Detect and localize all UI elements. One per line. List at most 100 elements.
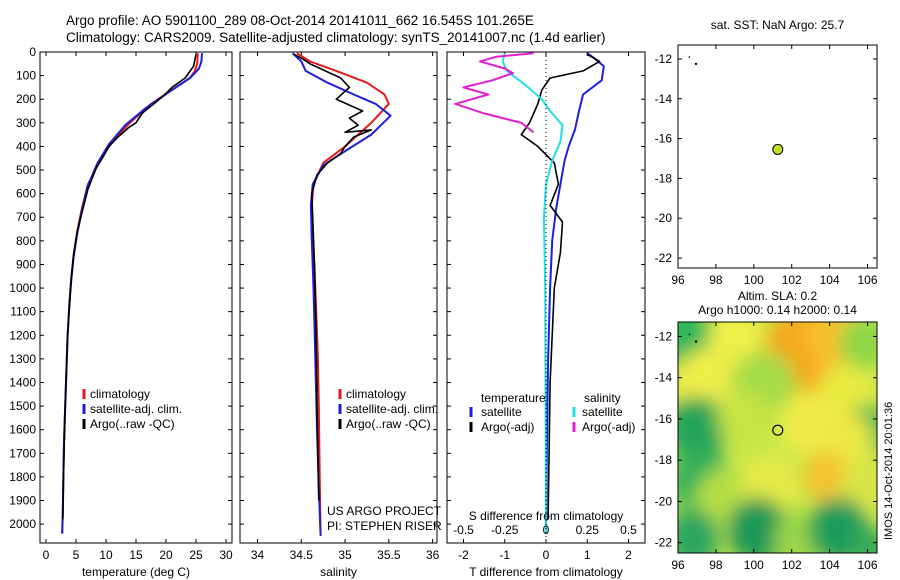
x-tick-label: 2 bbox=[625, 548, 632, 562]
series-line-salinity-argo-adj- bbox=[454, 52, 535, 134]
legend-label: Argo(..raw -QC) bbox=[90, 417, 175, 431]
x-tick-label: 5 bbox=[73, 548, 80, 562]
y-tick-label: 1800 bbox=[9, 470, 36, 484]
heatmap-cell bbox=[852, 528, 877, 553]
y-tick-label: -20 bbox=[655, 494, 673, 508]
y-tick-label: 200 bbox=[16, 92, 36, 106]
heatmap-cell bbox=[678, 396, 728, 463]
legend-label: Argo(-adj) bbox=[481, 420, 534, 434]
y-tick-label: -22 bbox=[655, 251, 673, 265]
x-tick-label: 10 bbox=[99, 548, 113, 562]
x-tick-label: 96 bbox=[671, 558, 685, 572]
y-tick-label: -22 bbox=[655, 536, 673, 550]
profile-panel-1: 0 5 10 15 20 25 30 temperature (deg C) bbox=[39, 51, 233, 579]
s-axis-label: S difference from climatology bbox=[469, 509, 624, 523]
legend-label: Argo(-adj) bbox=[582, 420, 635, 434]
legend-label: Argo(..raw -QC) bbox=[346, 417, 431, 431]
x-tick-label: 104 bbox=[820, 273, 840, 287]
x-tick-label: 0 bbox=[543, 548, 550, 562]
x-tick-label: 98 bbox=[709, 273, 723, 287]
y-tick-label: 0 bbox=[29, 45, 36, 59]
y-tick-label: 1200 bbox=[9, 328, 36, 342]
y-tick-label: 1100 bbox=[10, 305, 36, 319]
x-tick-label: 104 bbox=[820, 558, 840, 572]
header-line-2: Climatology: CARS2009. Satellite-adjuste… bbox=[66, 30, 606, 45]
legend-label: satellite-adj. clim. bbox=[346, 402, 438, 416]
legend-label: satellite bbox=[481, 405, 522, 419]
y-tick-label: -12 bbox=[655, 52, 673, 66]
y-tick-label: -16 bbox=[655, 412, 673, 426]
panel-frame bbox=[239, 51, 438, 544]
x-tick-label: 102 bbox=[782, 558, 802, 572]
series-line-argo-raw-qc- bbox=[293, 53, 373, 501]
x-tick-label: 106 bbox=[858, 273, 878, 287]
series-line-temperature-argo-adj- bbox=[520, 53, 601, 520]
x-tick-label: 30 bbox=[219, 548, 233, 562]
x-tick-label: 96 bbox=[671, 273, 685, 287]
map-panel-2: 96 98 100 102 104 106 -12 -14 -16 -18 -20 -22 Altim.… bbox=[655, 289, 878, 572]
legend-label: temperature bbox=[481, 391, 546, 405]
x-tick-label: 1 bbox=[584, 548, 591, 562]
y-tick-label: 1900 bbox=[9, 494, 36, 508]
map-panel-1: 96 98 100 102 104 106 -12 -14 -16 -18 -20 -22 sat. S… bbox=[655, 18, 878, 287]
y-tick-label: 1400 bbox=[9, 375, 36, 389]
x-tick-label: 34.5 bbox=[290, 548, 314, 562]
heatmap-cell bbox=[808, 497, 870, 553]
map-title: Altim. SLA: 0.2 bbox=[738, 289, 818, 303]
island-dot bbox=[694, 62, 698, 66]
x-tick-label: 34 bbox=[251, 548, 265, 562]
heatmap-cell bbox=[778, 392, 836, 454]
legend-label: climatology bbox=[346, 387, 406, 401]
s-tick-label: 0 bbox=[543, 523, 550, 537]
y-tick-label: -16 bbox=[655, 132, 673, 146]
x-tick-label: 35 bbox=[338, 548, 352, 562]
x-tick-label: 0 bbox=[43, 548, 50, 562]
y-tick-label: 500 bbox=[16, 163, 36, 177]
legend-label: salinity bbox=[584, 391, 621, 405]
map-frame bbox=[677, 44, 878, 269]
x-tick-label: 36 bbox=[426, 548, 440, 562]
x-axis-label: salinity bbox=[320, 565, 357, 579]
panel-frame bbox=[39, 51, 233, 544]
heatmap-cell bbox=[823, 412, 874, 467]
y-tick-label: 600 bbox=[16, 187, 36, 201]
heatmap-cell bbox=[839, 322, 877, 370]
y-tick-label: 1300 bbox=[9, 352, 36, 366]
map-frame bbox=[677, 321, 878, 554]
x-tick-label: 102 bbox=[782, 273, 802, 287]
heatmap-cell bbox=[678, 509, 720, 553]
series-line-temperature-satellite bbox=[545, 52, 605, 534]
x-tick-label: 25 bbox=[189, 548, 203, 562]
x-axis-label: temperature (deg C) bbox=[82, 565, 190, 579]
s-tick-label: 0.25 bbox=[576, 523, 600, 537]
x-tick-label: 35.5 bbox=[377, 548, 401, 562]
legend-label: satellite bbox=[582, 405, 623, 419]
x-tick-label: -1 bbox=[499, 548, 510, 562]
x-tick-label: 100 bbox=[744, 558, 764, 572]
y-tick-label: 1000 bbox=[9, 281, 36, 295]
s-tick-label: -0.25 bbox=[491, 523, 519, 537]
y-tick-label: 800 bbox=[16, 234, 36, 248]
project-annotation: PI: STEPHEN RISER bbox=[327, 519, 442, 533]
argo-position-marker bbox=[772, 424, 784, 436]
island-dot bbox=[688, 56, 691, 58]
x-tick-label: -2 bbox=[458, 548, 469, 562]
x-tick-label: 20 bbox=[159, 548, 173, 562]
y-tick-label: -12 bbox=[655, 329, 673, 343]
y-tick-label: -14 bbox=[655, 92, 673, 106]
x-tick-label: 106 bbox=[858, 558, 878, 572]
x-tick-label: 98 bbox=[709, 558, 723, 572]
y-tick-label: 700 bbox=[16, 210, 36, 224]
heatmap-cells bbox=[678, 322, 877, 553]
y-tick-label: 1700 bbox=[9, 446, 36, 460]
s-tick-label: 0.5 bbox=[620, 523, 637, 537]
x-tick-label: 15 bbox=[129, 548, 143, 562]
y-tick-label: 1500 bbox=[9, 399, 36, 413]
y-tick-label: 900 bbox=[16, 257, 36, 271]
y-tick-label: -14 bbox=[655, 371, 673, 385]
y-tick-label: -18 bbox=[655, 453, 673, 467]
x-axis-label: T difference from climatology bbox=[469, 565, 623, 579]
y-tick-label: 1600 bbox=[9, 423, 36, 437]
island-dot bbox=[688, 333, 691, 336]
